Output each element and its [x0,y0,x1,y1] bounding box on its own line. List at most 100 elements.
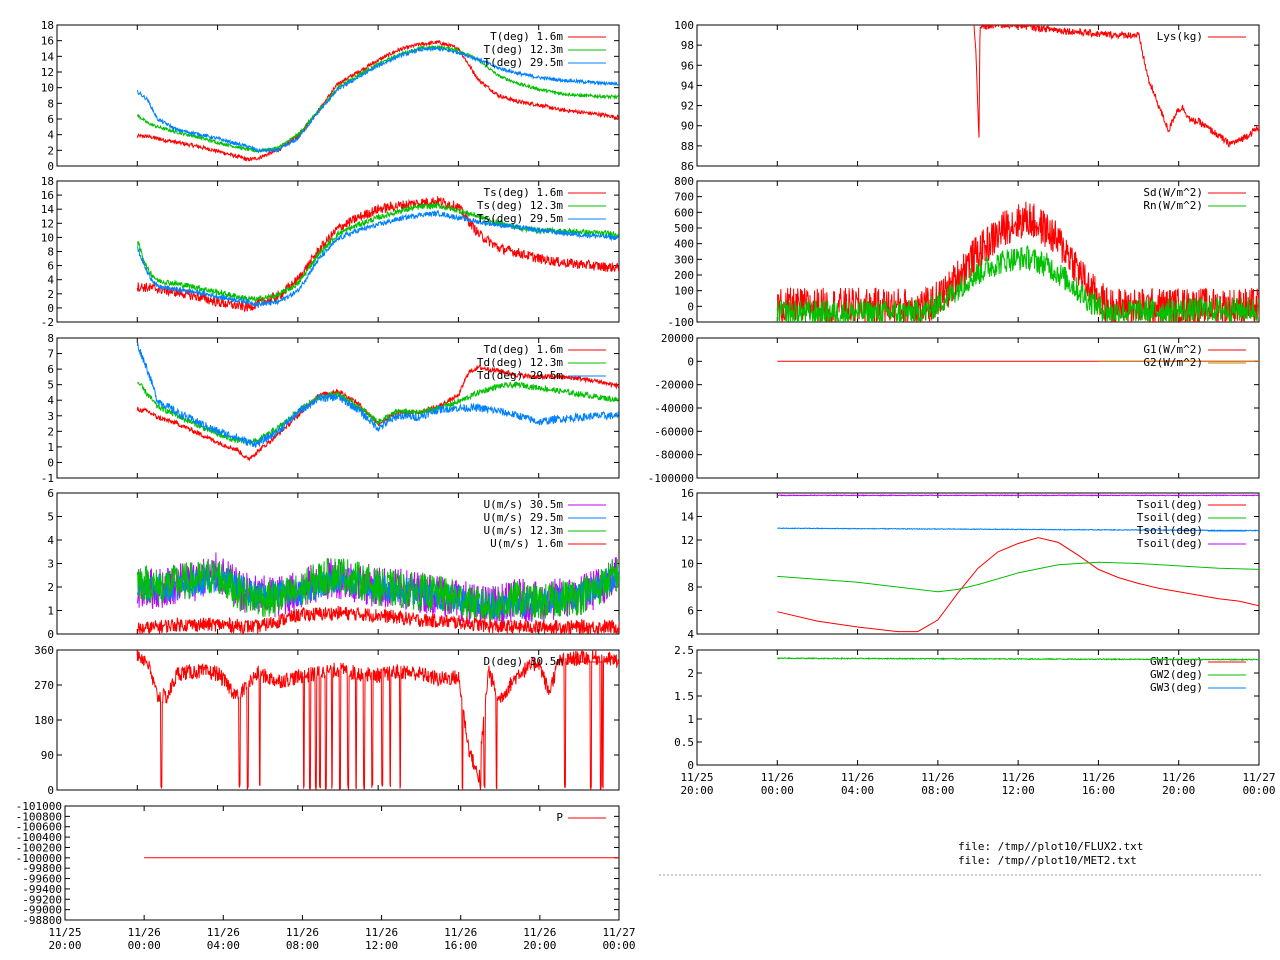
x-tick-date: 11/26 [365,926,398,939]
panel-soiltemp: 46810121416Tsoil(deg)Tsoil(deg)Tsoil(deg… [681,487,1260,641]
x-tick-date: 11/25 [680,771,713,784]
x-tick-date: 11/26 [207,926,240,939]
y-tick-label: 2.5 [674,644,694,657]
y-tick-label: 4 [47,534,54,547]
legend-label: T(deg) 29.5m [484,56,564,69]
series-line-dewpoint-2 [136,342,619,448]
x-tick-time: 04:00 [841,784,874,797]
y-tick-label: -80000 [654,449,694,462]
y-tick-label: -99800 [22,862,62,875]
legend-label: T(deg) 1.6m [490,30,563,43]
y-tick-label: -1 [41,472,54,485]
y-tick-label: 2 [47,288,54,301]
y-tick-label: 300 [674,253,694,266]
x-tick-date: 11/26 [523,926,556,939]
panel-lysimeter: 86 88 90 92 94 96 98 100 Lys(kg) [674,19,1260,173]
series-line-wind-2 [136,558,619,624]
y-tick-label: 360 [34,644,54,657]
y-tick-label: 4 [687,628,694,641]
y-tick-label: 500 [674,222,694,235]
series-line-wind-3 [136,605,619,634]
x-tick-time: 20:00 [48,939,81,952]
legend-label: Tsoil(deg) [1137,498,1203,511]
y-tick-label: 18 [41,175,54,188]
y-tick-label: 92 [681,100,694,113]
y-tick-label: 1 [47,441,54,454]
legend-label: Td(deg) 12.3m [477,356,563,369]
y-tick-label: 0 [47,302,54,315]
x-tick-time: 00:00 [1242,784,1275,797]
plot-frame [696,180,1260,323]
y-tick-label: -100 [668,316,695,329]
y-tick-label: -100400 [16,831,62,844]
series-line-soiltemp-1 [777,561,1259,593]
legend-label: Rn(W/m^2) [1143,199,1203,212]
y-tick-label: 0 [47,784,54,797]
x-tick-date: 11/27 [1242,771,1275,784]
y-tick-label: -60000 [654,425,694,438]
x-tick-date: 11/26 [128,926,161,939]
y-tick-label: 8 [687,581,694,594]
x-tick-date: 11/26 [761,771,794,784]
y-tick-label: 100 [674,285,694,298]
y-tick-label: 16 [41,189,54,202]
y-tick-label: -99200 [22,893,62,906]
y-tick-label: 86 [681,160,694,173]
y-tick-label: 0 [47,628,54,641]
file-label-met: file: /tmp//plot10/MET2.txt [958,854,1137,867]
y-tick-label: 0 [47,160,54,173]
panel-direction: 0 90 180 270 360 D(deg) 30.5m [34,644,620,797]
y-tick-label: 4 [47,129,54,142]
y-tick-label: -2 [41,316,54,329]
legend-label: D(deg) 30.5m [484,655,564,668]
y-tick-label: -99400 [22,883,62,896]
y-tick-label: 2 [687,667,694,680]
series-line-dewpoint-1 [136,381,619,445]
y-tick-label: -98800 [22,914,62,927]
y-tick-label: 10 [41,231,54,244]
x-tick-time: 20:00 [1162,784,1195,797]
file-label-flux: file: /tmp//plot10/FLUX2.txt [958,840,1144,853]
y-tick-label: 400 [674,238,694,251]
series-line-temp-1 [136,44,619,154]
legend-label: GW1(deg) [1150,655,1203,668]
y-tick-label: 16 [41,35,54,48]
x-tick-time: 04:00 [207,939,240,952]
series-line-tsonic-0 [136,196,619,313]
x-tick-time: 20:00 [523,939,556,952]
x-tick-time: 00:00 [128,939,161,952]
y-tick-label: 8 [47,246,54,259]
y-tick-label: 0 [47,456,54,469]
y-tick-label: 12 [41,66,54,79]
y-tick-label: 800 [674,175,694,188]
plot-frame [696,24,1260,167]
y-tick-label: 3 [47,410,54,423]
legend-label: Ts(deg) 29.5m [477,212,563,225]
legend-label: Tsoil(deg) [1137,537,1203,550]
x-tick-time: 20:00 [680,784,713,797]
x-tick-date: 11/26 [921,771,954,784]
legend-label: G2(W/m^2) [1143,356,1203,369]
y-tick-label: 100 [674,19,694,32]
y-tick-label: 5 [47,511,54,524]
series-line-tsonic-2 [136,209,619,308]
y-tick-label: -100600 [16,821,62,834]
y-tick-label: 6 [47,113,54,126]
y-tick-label: 4 [47,274,54,287]
y-tick-label: 94 [681,79,695,92]
y-tick-label: 14 [41,50,55,63]
x-tick-time: 00:00 [602,939,635,952]
y-tick-label: 3 [47,558,54,571]
y-tick-label: 7 [47,348,54,361]
legend-label: U(m/s) 1.6m [490,537,563,550]
y-tick-label: 10 [41,82,54,95]
y-tick-label: 2 [47,425,54,438]
legend-label: U(m/s) 29.5m [484,511,564,524]
y-tick-label: 1 [47,605,54,618]
legend-label: Td(deg) 1.6m [484,343,564,356]
y-tick-label: 6 [47,260,54,273]
y-tick-label: 12 [681,534,694,547]
series-line-radiation-1 [776,245,1259,322]
